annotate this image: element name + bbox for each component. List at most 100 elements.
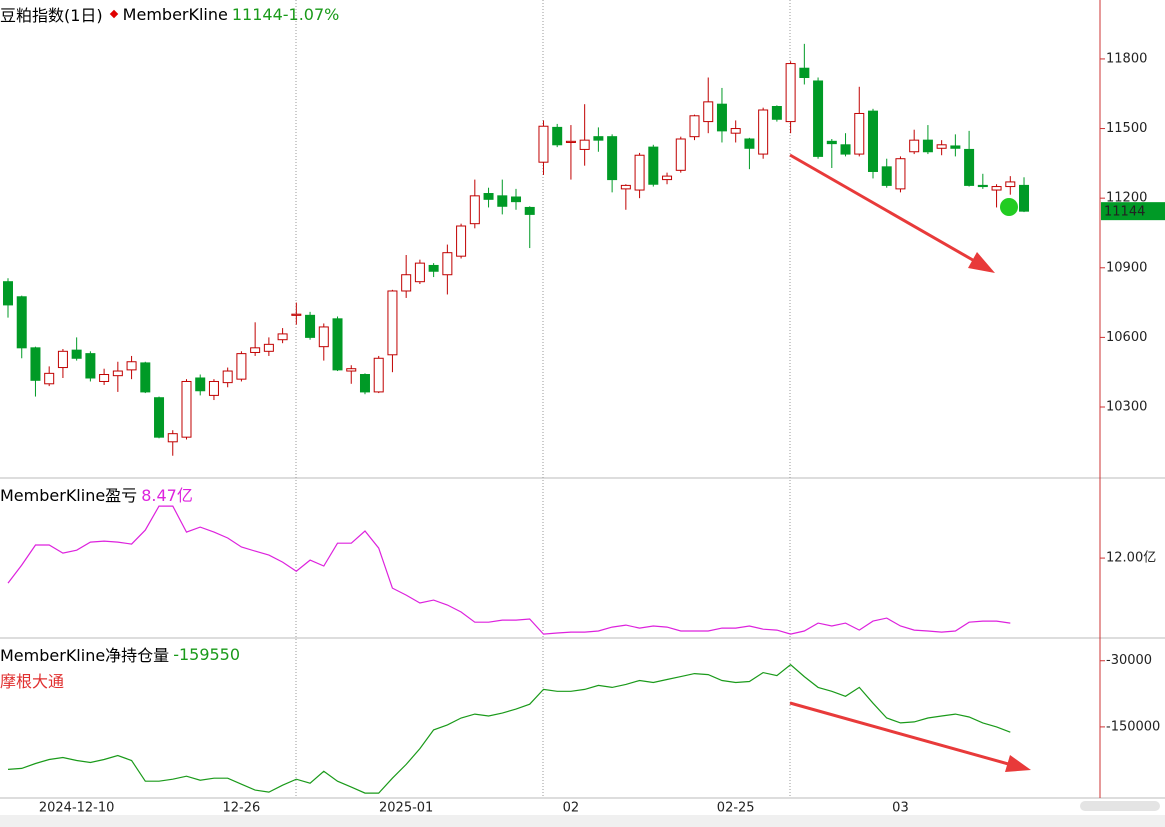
candle-body [318,326,329,348]
candle-body [126,361,137,371]
candle-body [428,264,439,272]
candle-body [716,103,727,132]
trend-arrow [789,701,1031,772]
scroll-thumb[interactable] [1080,801,1160,811]
x-tick-label: 12-26 [223,801,261,816]
y-tick-label: 12.00亿 [1106,551,1156,566]
candle-body [881,166,892,186]
candle-body [950,145,961,149]
candle-body [991,186,1002,191]
candle-body [854,112,865,155]
candle-body [263,343,274,352]
candle-body [634,154,645,191]
candle-body [30,347,41,381]
position-header: MemberKline净持仓量 -159550 [0,642,240,666]
candle-body [730,128,741,134]
y-tick-label: 11800 [1106,51,1147,66]
candle-body [181,380,192,438]
candle-body [16,296,27,349]
candle-body [579,139,590,150]
price-tag-label: 11144 [1104,205,1145,220]
profit-header: MemberKline盈亏 8.47亿 [0,482,193,506]
last-value: -159550 [173,644,241,664]
candle-body [922,139,933,153]
candle-body [291,313,302,316]
scrollbar[interactable] [0,815,1165,827]
candle-body [813,80,824,157]
candle-body [3,281,13,306]
header: 豆粕指数(1日) MemberKline 11144-1.07% [0,2,339,26]
candle-body [469,195,480,225]
candle-body [456,225,467,257]
candle-body [44,372,55,385]
series-line [7,663,1011,794]
candle-body [140,362,151,393]
y-tick-label: -30000 [1106,653,1152,668]
candle-body [771,106,782,120]
y-tick-label: -150000 [1106,719,1160,734]
y-tick-label: 11500 [1106,121,1147,136]
annotation: 8.47亿 [141,486,193,505]
x-tick-label: 2025-01 [379,801,433,816]
candle-body [936,144,947,149]
smiley [1000,198,1018,216]
candle-body [401,274,412,292]
candle-body [593,136,604,141]
candle-body [675,138,686,171]
candle-body [977,184,988,188]
candle-body [195,377,206,392]
candle-body [524,206,535,215]
subtitle: 摩根大通 [0,672,65,691]
x-tick-label: 2024-12-10 [39,801,115,816]
candle-body [277,333,288,341]
candle-body [662,175,673,181]
candle-body [785,63,796,123]
candle-body [373,357,384,393]
candle-body [703,101,714,123]
series-name: MemberKline [122,4,228,24]
candle-body [511,196,522,203]
candle-body [497,195,508,207]
series-line [7,505,1011,635]
candle-body [1005,181,1016,188]
candle-body [964,148,975,186]
candle-body [99,374,110,382]
candle-body [648,146,659,185]
candle-body [222,370,233,384]
candle-body [250,347,261,353]
title: 豆粕指数(1日) [0,6,103,25]
candle-body [387,290,398,356]
candle-body [154,397,165,438]
candle-body [758,109,769,155]
trend-arrow [789,153,995,273]
legend: MemberKline净持仓量 [0,646,170,665]
candle-body [826,140,837,145]
candle-body [57,350,68,369]
price-change: 11144-1.07% [231,4,340,24]
x-tick-label: 02-25 [717,801,755,816]
candle-body [565,140,576,143]
candle-body [332,318,343,371]
candle-body [799,67,810,79]
y-tick-label: 10300 [1106,399,1147,414]
x-tick-label: 03 [892,801,909,816]
y-tick-label: 10900 [1106,260,1147,275]
candle-body [346,368,357,372]
candle-body [538,125,549,163]
candle-body [483,193,494,200]
candle-body [112,370,123,377]
candle-body [208,380,219,396]
candle-body [909,139,920,153]
x-tick-label: 02 [563,801,580,816]
candle-body [414,262,425,283]
candle-body [552,126,563,146]
marker [109,9,118,19]
candle-body [236,353,247,380]
legend: MemberKline盈亏 [0,486,138,505]
candle-body [744,138,755,149]
candle-body [71,349,82,359]
candle-body [840,144,851,155]
candle-body [620,184,631,190]
